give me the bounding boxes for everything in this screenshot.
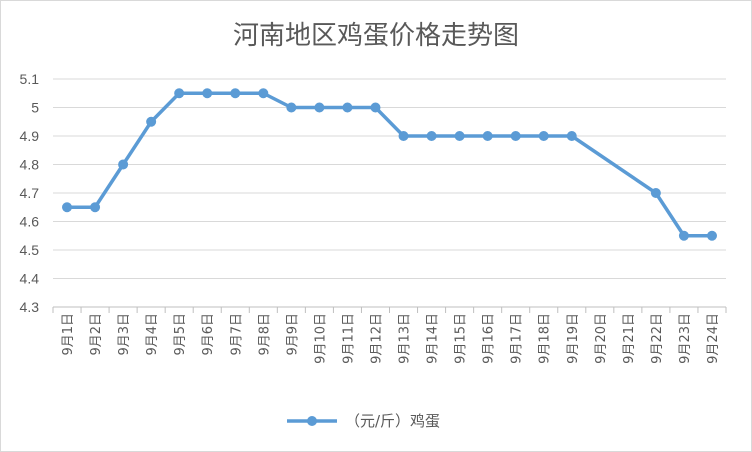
data-point bbox=[258, 88, 269, 99]
x-tick-label: 9月22日 bbox=[650, 313, 665, 364]
x-tick-label: 9月8日 bbox=[257, 313, 272, 356]
x-tick-label: 9月12日 bbox=[369, 313, 384, 364]
x-tick-label: 9月1日 bbox=[61, 313, 76, 356]
x-tick-label: 9月14日 bbox=[426, 313, 441, 364]
data-point bbox=[678, 230, 689, 241]
x-tick-label: 9月13日 bbox=[398, 313, 413, 364]
chart-title: 河南地区鸡蛋价格走势图 bbox=[233, 21, 519, 51]
x-tick-label: 9月3日 bbox=[117, 313, 132, 356]
data-point bbox=[650, 188, 661, 198]
data-point bbox=[566, 131, 577, 141]
x-tick-label: 9月16日 bbox=[482, 313, 497, 364]
x-axis bbox=[52, 306, 727, 313]
data-point bbox=[342, 102, 353, 113]
x-tick-label: 9月9日 bbox=[285, 313, 300, 356]
x-tick-label: 9月2日 bbox=[89, 313, 104, 356]
data-point bbox=[174, 88, 185, 99]
x-tick-label: 9月19日 bbox=[566, 313, 581, 364]
y-tick-label: 4.9 bbox=[20, 128, 40, 144]
gridlines bbox=[53, 78, 726, 279]
y-tick-label: 4.4 bbox=[20, 271, 40, 287]
x-tick-label: 9月5日 bbox=[173, 313, 188, 356]
series-eggs bbox=[62, 88, 717, 241]
x-tick-label: 9月15日 bbox=[454, 313, 469, 364]
data-point bbox=[454, 131, 465, 141]
y-tick-label: 4.7 bbox=[20, 185, 40, 201]
data-point bbox=[706, 230, 717, 241]
x-tick-label: 9月4日 bbox=[145, 313, 160, 356]
data-point bbox=[370, 102, 381, 113]
x-tick-label: 9月24日 bbox=[706, 313, 721, 364]
x-tick-label: 9月11日 bbox=[341, 313, 356, 364]
data-point bbox=[286, 102, 297, 113]
legend: （元/斤）鸡蛋 bbox=[287, 412, 440, 430]
y-tick-label: 4.6 bbox=[20, 214, 40, 230]
data-point bbox=[62, 202, 73, 213]
y-tick-label: 4.3 bbox=[20, 299, 40, 315]
data-point bbox=[426, 131, 437, 141]
y-tick-label: 5 bbox=[31, 100, 39, 116]
x-axis-ticks: 9月1日 9月2日 9月3日 9月4日 9月5日 9月6日 9月7日 9月8日 9月9日 9月10… bbox=[61, 313, 721, 364]
data-point bbox=[538, 131, 549, 141]
y-tick-label: 5.1 bbox=[20, 71, 40, 87]
legend-label: （元/斤）鸡蛋 bbox=[345, 412, 440, 430]
legend-marker bbox=[307, 416, 317, 426]
data-point bbox=[230, 88, 241, 99]
data-point bbox=[398, 131, 409, 141]
data-point bbox=[202, 88, 213, 99]
series-line bbox=[67, 91, 712, 238]
x-tick-label: 9月7日 bbox=[229, 313, 244, 356]
data-point bbox=[118, 159, 129, 170]
data-point bbox=[482, 131, 493, 141]
data-point bbox=[510, 131, 521, 141]
x-tick-label: 9月17日 bbox=[510, 313, 525, 364]
x-tick-label: 9月6日 bbox=[201, 313, 216, 356]
data-point bbox=[90, 202, 101, 213]
x-tick-label: 9月23日 bbox=[678, 313, 693, 364]
data-point bbox=[314, 102, 325, 113]
x-tick-label: 9月18日 bbox=[538, 313, 553, 364]
y-tick-label: 4.5 bbox=[20, 242, 40, 258]
y-tick-label: 4.8 bbox=[20, 157, 40, 173]
y-axis-ticks: 4.3 4.4 4.5 4.6 4.7 4.8 4.9 5 5.1 bbox=[20, 71, 40, 315]
x-tick-label: 9月10日 bbox=[313, 313, 328, 364]
data-point bbox=[146, 116, 157, 127]
x-tick-label: 9月20日 bbox=[594, 313, 609, 364]
x-tick-label: 9月21日 bbox=[622, 313, 637, 364]
